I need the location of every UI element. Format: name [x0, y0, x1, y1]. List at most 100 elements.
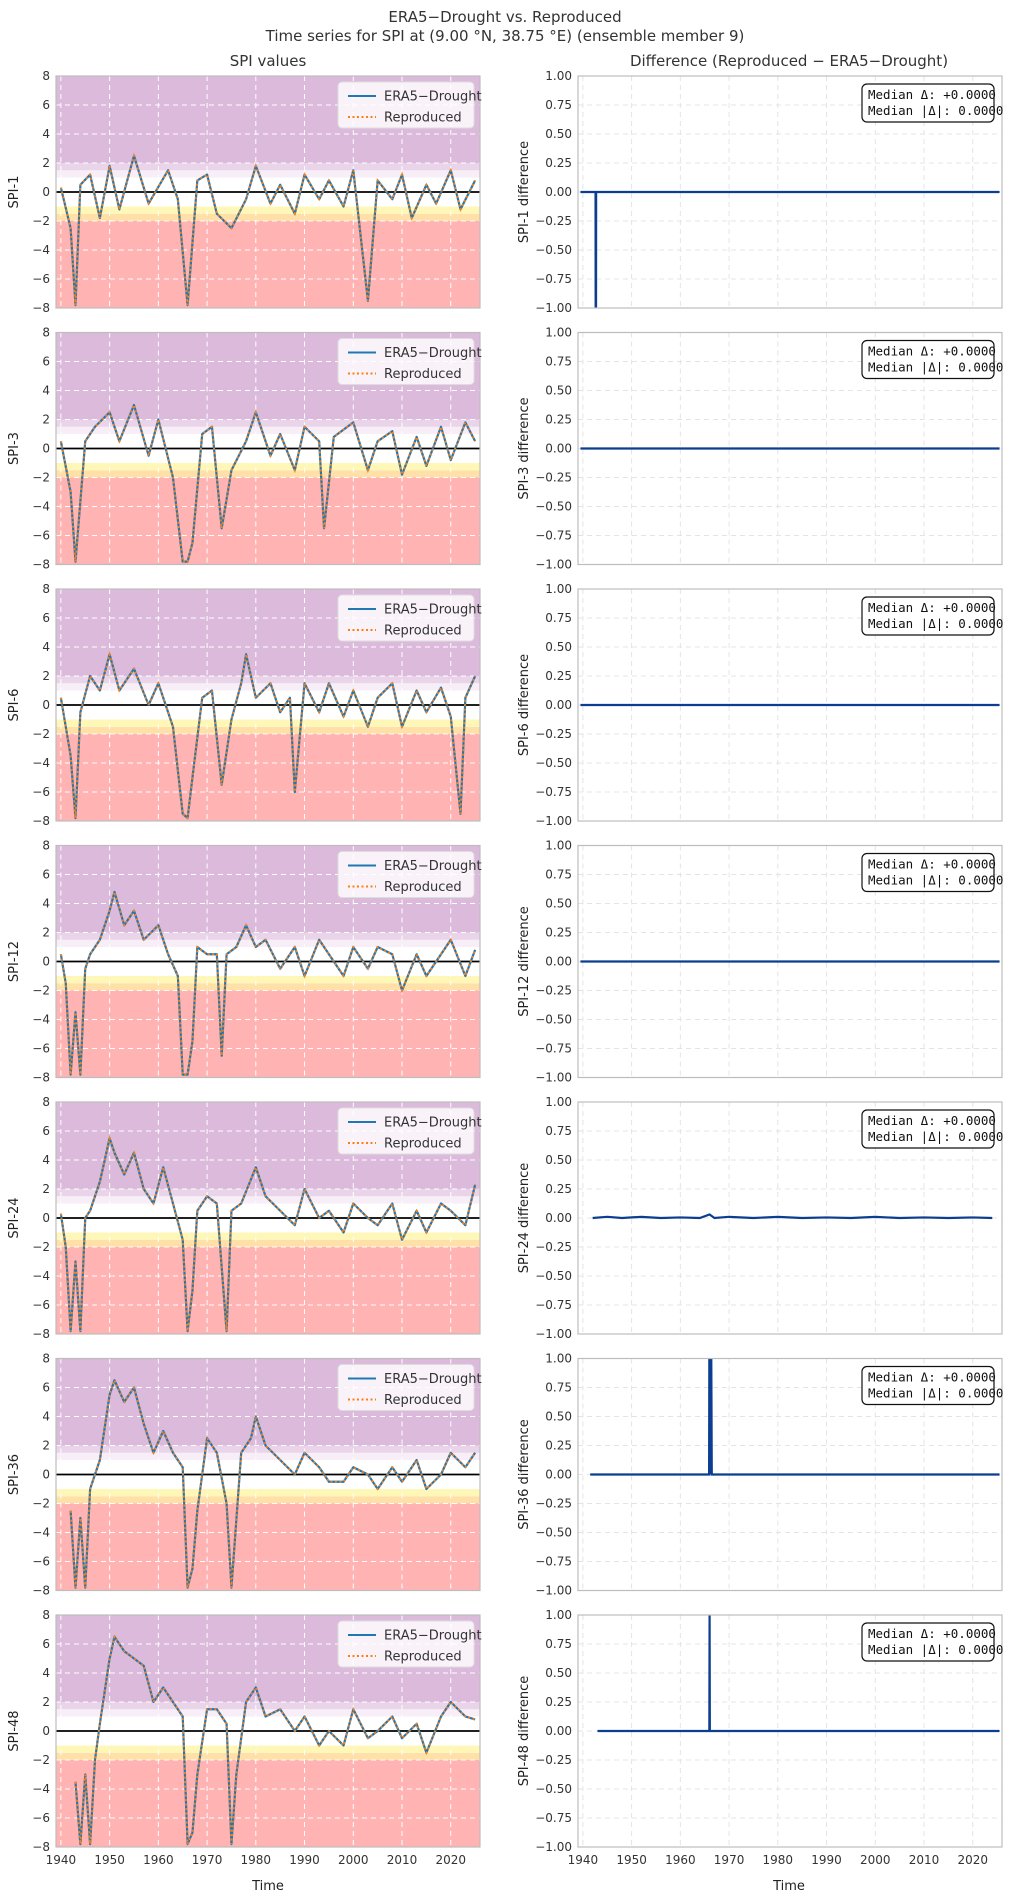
- x-tick-label: 1970: [192, 1853, 223, 1867]
- y-tick-label: −4: [32, 1782, 50, 1796]
- y-tick-label: 0.75: [545, 1637, 572, 1651]
- y-axis-label: SPI-12 difference: [517, 906, 532, 1017]
- y-tick-label: −0.75: [535, 1811, 572, 1825]
- category-band: [56, 1452, 480, 1460]
- y-tick-label: 1.00: [545, 1352, 572, 1366]
- y-tick-label: −0.75: [535, 785, 572, 799]
- median-delta: Median Δ: +0.0000: [868, 87, 996, 102]
- y-tick-label: 6: [42, 611, 50, 625]
- x-tick-label: 1960: [143, 1853, 174, 1867]
- median-abs-delta: Median |Δ|: 0.0000: [868, 1642, 1003, 1657]
- y-tick-label: −8: [32, 301, 50, 315]
- y-tick-label: 1.00: [545, 839, 572, 853]
- y-axis-label: SPI-1: [7, 176, 22, 209]
- y-tick-label: 0.50: [545, 897, 572, 911]
- panel-frame: [55, 844, 481, 1079]
- legend-label-era5: ERA5−Drought: [384, 1372, 482, 1387]
- category-band: [56, 1709, 480, 1717]
- y-tick-label: 0.25: [545, 156, 572, 170]
- category-band: [56, 676, 480, 684]
- y-tick-label: −0.25: [535, 1240, 572, 1254]
- y-tick-label: 0.25: [545, 926, 572, 940]
- category-band: [56, 1752, 480, 1760]
- plot-area: [578, 1358, 1002, 1591]
- y-tick-label: −6: [32, 1555, 50, 1569]
- panel-frame: [577, 331, 1003, 566]
- plot-area: [56, 1615, 480, 1847]
- median-abs-delta: Median |Δ|: 0.0000: [868, 616, 1003, 631]
- x-axis-label-right: Time: [772, 1879, 805, 1894]
- y-tick-label: 0.25: [545, 669, 572, 683]
- y-axis-label: SPI-48: [7, 1710, 22, 1751]
- panel-frame: [55, 1614, 481, 1848]
- category-band: [56, 221, 480, 308]
- y-tick-label: −4: [32, 1269, 50, 1283]
- x-tick-label: 1990: [811, 1853, 842, 1867]
- y-tick-label: −8: [32, 1584, 50, 1598]
- y-axis-label: SPI-12: [7, 941, 22, 982]
- y-tick-label: 0: [42, 698, 50, 712]
- y-tick-label: −4: [32, 1013, 50, 1027]
- y-tick-label: 0.25: [545, 1439, 572, 1453]
- y-tick-label: 0.00: [545, 1211, 572, 1225]
- panel-2: −1.00 −0.75 −0.50 −0.25 0.00 0.25 0.50 0.75 1.00…: [517, 69, 1003, 315]
- legend-label-reproduced: Reproduced: [384, 1137, 462, 1152]
- panel-frame: [55, 75, 481, 309]
- median-box: [861, 596, 995, 636]
- category-band: [56, 426, 480, 434]
- y-tick-label: 0.25: [545, 1182, 572, 1196]
- y-tick-label: 0.50: [545, 127, 572, 141]
- y-tick-label: −0.75: [535, 529, 572, 543]
- y-tick-label: 0.50: [545, 384, 572, 398]
- median-abs-delta: Median |Δ|: 0.0000: [868, 360, 1003, 375]
- panel-frame: [577, 1614, 1003, 1848]
- y-tick-label: −6: [32, 1042, 50, 1056]
- panel-8: −1.00 −0.75 −0.50 −0.25 0.00 0.25 0.50 0.75 1.00…: [517, 839, 1003, 1085]
- panel-10: −1.00 −0.75 −0.50 −0.25 0.00 0.25 0.50 0.75 1.00…: [517, 1095, 1003, 1341]
- x-tick-label: 1980: [763, 1853, 794, 1867]
- y-tick-label: 4: [42, 127, 50, 141]
- y-tick-label: −8: [32, 814, 50, 828]
- category-band: [56, 1760, 480, 1847]
- category-band: [56, 976, 480, 984]
- difference-series: [580, 190, 1000, 308]
- y-tick-label: −0.25: [535, 214, 572, 228]
- y-tick-label: 6: [42, 1637, 50, 1651]
- legend-label-era5: ERA5−Drought: [384, 603, 482, 618]
- difference-series: [590, 1358, 1000, 1476]
- y-tick-label: 1.00: [545, 1095, 572, 1109]
- y-tick-label: −0.75: [535, 272, 572, 286]
- y-axis-label: SPI-3: [7, 432, 22, 465]
- y-tick-label: 0: [42, 955, 50, 969]
- y-tick-label: −0.50: [535, 500, 572, 514]
- y-tick-label: 8: [42, 582, 50, 596]
- y-tick-label: 0: [42, 185, 50, 199]
- y-tick-label: 6: [42, 355, 50, 369]
- x-tick-label: 2020: [435, 1853, 466, 1867]
- y-tick-label: −0.75: [535, 1555, 572, 1569]
- difference-series: [597, 1615, 1000, 1733]
- y-tick-label: 0.00: [545, 185, 572, 199]
- y-tick-label: 8: [42, 1352, 50, 1366]
- y-tick-label: 0: [42, 1724, 50, 1738]
- y-tick-label: 0.00: [545, 1468, 572, 1482]
- category-band: [56, 163, 480, 171]
- median-box: [861, 852, 995, 893]
- y-tick-label: 8: [42, 839, 50, 853]
- legend-label-reproduced: Reproduced: [384, 624, 462, 639]
- y-tick-label: 1.00: [545, 582, 572, 596]
- y-axis-label: SPI-48 difference: [517, 1676, 532, 1787]
- median-box: [861, 1365, 995, 1406]
- plot-area: [578, 76, 1002, 308]
- y-tick-label: −0.50: [535, 1782, 572, 1796]
- x-tick-label: 1950: [616, 1853, 647, 1867]
- category-band: [56, 990, 480, 1078]
- panel-14: −1.00 −0.75 −0.50 −0.25 0.00 0.25 0.50 0.75 1.00…: [517, 1608, 1003, 1867]
- y-tick-label: −1.00: [535, 1584, 572, 1598]
- x-axis-label-left: Time: [251, 1879, 284, 1894]
- median-box: [861, 83, 995, 123]
- x-tick-label: 1990: [289, 1853, 320, 1867]
- panel-13: −8 −6 −4 −2 0 2 4 6 8 1940 1950 1960 1970 1980 1990 200…: [7, 1608, 482, 1867]
- series-reproduced: [69, 1377, 476, 1588]
- y-tick-label: −2: [32, 1497, 50, 1511]
